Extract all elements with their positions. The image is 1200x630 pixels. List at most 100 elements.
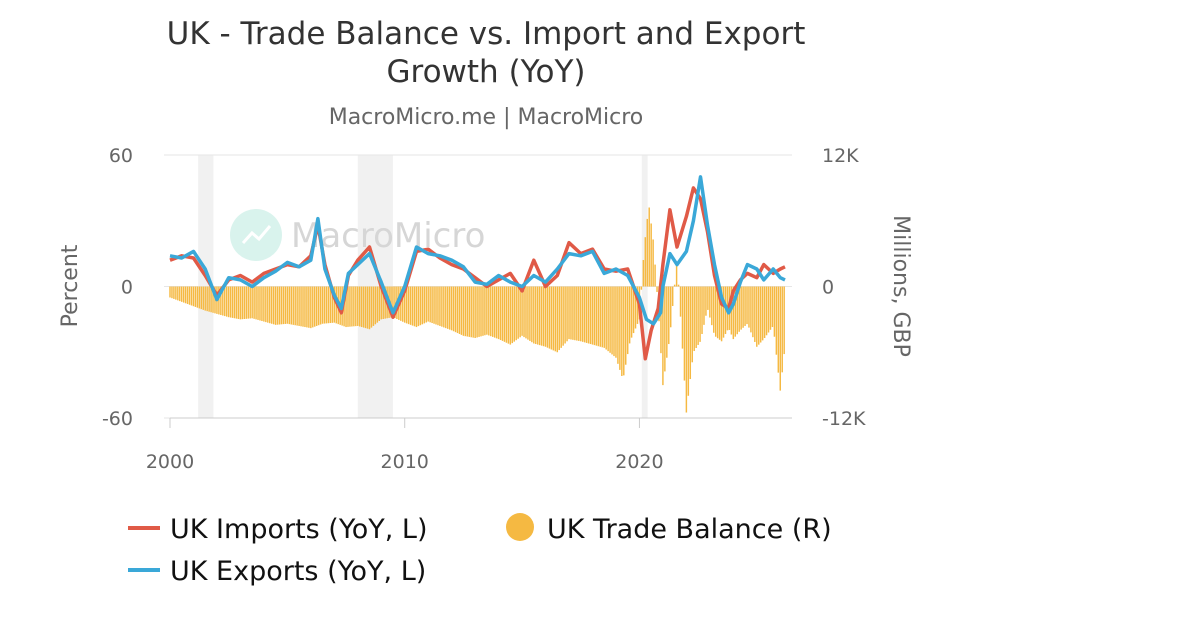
trade-balance-bar [779,286,781,391]
trade-balance-bar [626,286,629,355]
trade-balance-bar [583,286,586,343]
trade-balance-bar [535,286,537,345]
trade-balance-bar [274,286,277,325]
trade-balance-bar [560,286,562,348]
y-left-tick-label-0: 60 [109,145,133,167]
trade-balance-bar [765,286,768,336]
trade-balance-bar [603,286,605,348]
trade-balance-bar [188,286,191,305]
trade-balance-bar [360,286,363,328]
trade-balance-bar [484,286,486,336]
trade-balance-bar [497,286,500,340]
trade-balance-bar [251,286,253,319]
trade-balance-bar [243,286,246,320]
trade-balance-bar [458,286,461,334]
trade-balance-bar [707,286,709,310]
trade-balance-bar [443,286,445,328]
trade-balance-bar [552,286,555,351]
trade-balance-bar [767,286,770,333]
trade-balance-bar [425,286,427,323]
trade-balance-bar [783,286,785,355]
trade-balance-bar [711,286,713,326]
trade-balance-bar [312,286,314,328]
trade-balance-bar [531,286,533,343]
legend-trade-balance-swatch [506,513,534,541]
trade-balance-bar [511,286,514,344]
trade-balance-bar [525,286,527,339]
trade-balance-bar [628,286,631,344]
trade-balance-bar [632,286,635,334]
trade-balance-bar [482,286,484,336]
trade-balance-bar [310,286,312,329]
trade-balance-bar [754,286,756,342]
trade-balance-bar [380,286,382,320]
trade-balance-bar [276,286,279,325]
chart-title-line-2: Growth (YoY) [387,54,586,90]
trade-balance-bar [460,286,463,335]
legend-item-trade-balance[interactable]: UK Trade Balance (R) [506,513,832,545]
trade-balance-bar [550,286,553,350]
trade-balance-bar [466,286,469,337]
trade-balance-bar [505,286,508,343]
trade-balance-bar [184,286,187,304]
trade-balance-bar [660,286,662,354]
trade-balance-bar [329,286,332,324]
trade-balance-bar [249,286,251,319]
trade-balance-bar [540,286,543,346]
legend-item-imports[interactable]: UK Imports (YoY, L) [128,514,428,545]
trade-balance-bar [376,286,379,323]
trade-balance-bar [292,286,294,325]
trade-balance-bar [705,286,707,316]
trade-balance-bar [734,286,737,337]
trade-balance-bar [759,286,762,343]
trade-balance-bar [304,286,306,328]
trade-balance-bar [640,286,643,290]
trade-balance-bar [507,286,510,344]
trade-balance-bar [480,286,482,337]
trade-balance-bar [351,286,353,327]
trade-balance-bar [229,286,232,318]
y-right-tick-label-2: -12K [822,408,866,430]
trade-balance-bar [441,286,443,327]
trade-balance-bar [218,286,220,315]
trade-balance-bar [499,286,502,341]
trade-balance-bar [220,286,222,315]
trade-balance-bar [270,286,273,324]
growth-lines [169,175,786,361]
trade-balance-bar [623,286,625,376]
legend-item-exports[interactable]: UK Exports (YoY, L) [128,556,426,587]
trade-balance-bar [501,286,504,341]
trade-balance-bar [321,286,324,324]
trade-balance-bar [450,286,453,331]
legend-imports-label: UK Imports (YoY, L) [170,514,428,545]
trade-balance-bar [654,264,656,287]
trade-balance-bar [771,286,774,328]
trade-balance-bar [454,286,457,333]
trade-balance-bar [671,286,674,306]
legend[interactable]: UK Imports (YoY, L) UK Trade Balance (R)… [128,513,832,587]
trade-balance-bar [495,286,498,339]
trade-balance-bar [763,286,766,339]
trade-balance-bar [417,286,420,327]
trade-balance-bar [756,286,758,347]
trade-balance-bar [607,286,609,352]
trade-balance-bar [536,286,539,345]
trade-balance-bar [679,286,682,317]
trade-balance-bar [697,286,699,345]
trade-balance-bar [713,286,715,333]
trade-balance-bar [689,286,692,380]
trade-balance-bar [286,286,289,324]
trade-balance-bar [769,286,772,330]
trade-balance-bar [421,286,424,325]
trade-balance-bar [411,286,414,326]
trade-balance-bar [452,286,455,332]
trade-balance-bar [777,286,780,373]
trade-balance-bar [527,286,529,340]
trade-balance-bar [368,286,371,330]
trade-balance-bar [593,286,596,346]
trade-balance-bar [200,286,203,310]
trade-balance-bar [517,286,519,339]
trade-balance-bar [392,286,394,318]
trade-balance-bar [523,286,525,338]
x-tick-label-2: 2020 [615,451,663,473]
